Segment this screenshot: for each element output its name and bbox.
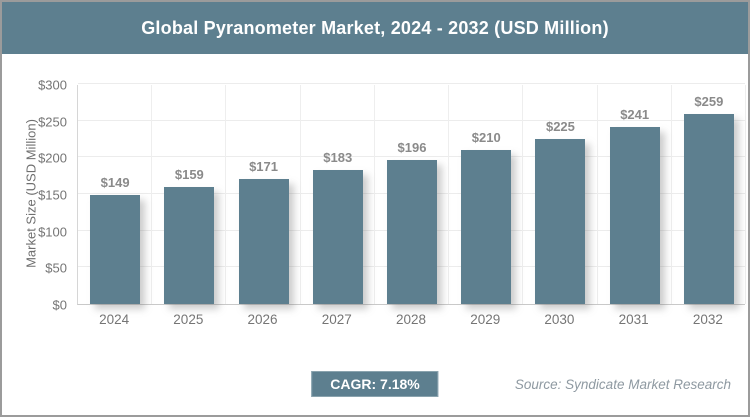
bar-2029 <box>461 150 512 304</box>
x-tick-label: 2030 <box>544 312 575 327</box>
y-gridline <box>78 119 745 121</box>
cagr-badge: CAGR: 7.18% <box>311 371 439 397</box>
x-gridline <box>448 85 450 304</box>
y-tick-label: $100 <box>38 224 67 240</box>
x-gridline <box>522 85 524 304</box>
bar-2024 <box>90 194 141 304</box>
x-gridline <box>299 85 301 304</box>
bar-value-label: $171 <box>249 158 278 174</box>
bar-2026 <box>238 178 289 304</box>
x-gridline <box>745 85 746 304</box>
y-tick-label: $50 <box>45 260 67 276</box>
chart-title-bar: Global Pyranometer Market, 2024 - 2032 (… <box>2 2 748 54</box>
x-tick-label: 2029 <box>470 312 501 327</box>
bar-value-label: $196 <box>397 140 427 156</box>
x-gridline <box>225 85 227 304</box>
x-tick-label: 2026 <box>247 312 278 327</box>
y-gridline <box>78 156 745 158</box>
bar-2025 <box>164 187 215 304</box>
bar-2027 <box>312 169 363 304</box>
x-gridline <box>373 85 375 304</box>
bar-2031 <box>609 127 660 304</box>
x-tick-label: 2032 <box>692 312 723 327</box>
y-tick-label: $150 <box>38 187 67 203</box>
bar-value-label: $225 <box>545 119 575 134</box>
x-tick-label: 2028 <box>395 312 427 327</box>
x-tick-label: 2025 <box>173 312 204 327</box>
source-attribution: Source: Syndicate Market Research <box>514 377 731 392</box>
bar-value-label: $149 <box>100 174 130 190</box>
x-gridline <box>596 85 598 304</box>
chart-area: Market Size (USD Million) $149 $159 $171 $1… <box>2 54 748 415</box>
bar-value-label: $259 <box>694 94 724 110</box>
bar-value-label: $241 <box>620 107 650 123</box>
x-tick-label: 2027 <box>321 312 352 327</box>
bar-value-label: $183 <box>323 149 353 165</box>
plot-area: $149 $159 $171 $183 $196 $210 $225 $241 $259 <box>77 83 746 305</box>
x-gridline <box>670 85 672 304</box>
bar-value-label: $159 <box>174 167 204 183</box>
y-tick-label: $250 <box>38 114 67 130</box>
y-tick-label: $300 <box>38 77 67 93</box>
chart-title: Global Pyranometer Market, 2024 - 2032 (… <box>141 17 609 38</box>
bar-2032 <box>683 114 734 304</box>
x-gridline <box>151 85 153 304</box>
cagr-badge-label: CAGR: 7.18% <box>330 376 420 392</box>
y-gridline <box>78 83 745 84</box>
bar-2030 <box>535 139 586 304</box>
x-tick-label: 2024 <box>99 312 130 327</box>
y-tick-label: $0 <box>52 297 67 313</box>
bar-value-label: $210 <box>471 130 501 145</box>
x-tick-label: 2031 <box>618 312 649 327</box>
bar-2028 <box>387 160 437 304</box>
y-tick-label: $200 <box>38 150 67 166</box>
